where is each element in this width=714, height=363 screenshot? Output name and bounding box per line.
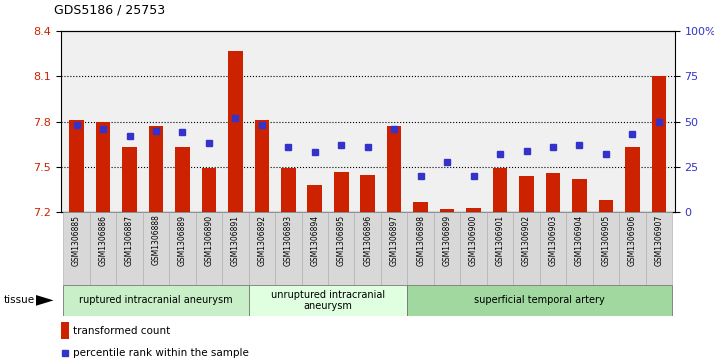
Text: GSM1306901: GSM1306901 bbox=[496, 215, 505, 266]
Bar bbox=[566, 212, 593, 285]
Text: GSM1306889: GSM1306889 bbox=[178, 215, 187, 265]
Bar bbox=[69, 120, 84, 212]
Text: GSM1306902: GSM1306902 bbox=[522, 215, 531, 266]
Bar bbox=[619, 212, 645, 285]
Bar bbox=[143, 212, 169, 285]
Bar bbox=[122, 147, 137, 212]
Text: ruptured intracranial aneurysm: ruptured intracranial aneurysm bbox=[79, 295, 233, 305]
Bar bbox=[196, 212, 222, 285]
Text: GSM1306887: GSM1306887 bbox=[125, 215, 134, 265]
Text: GSM1306899: GSM1306899 bbox=[443, 215, 452, 266]
Bar bbox=[625, 147, 640, 212]
Bar bbox=[513, 212, 540, 285]
Bar bbox=[334, 172, 348, 212]
Bar bbox=[255, 120, 269, 212]
Text: GSM1306903: GSM1306903 bbox=[548, 215, 558, 266]
Text: GSM1306886: GSM1306886 bbox=[99, 215, 108, 265]
Bar bbox=[90, 212, 116, 285]
Text: transformed count: transformed count bbox=[74, 326, 171, 336]
Bar bbox=[64, 212, 90, 285]
Bar bbox=[175, 147, 190, 212]
Bar bbox=[248, 285, 408, 316]
Text: GSM1306892: GSM1306892 bbox=[257, 215, 266, 265]
Bar bbox=[301, 212, 328, 285]
Bar bbox=[545, 173, 560, 212]
Text: tissue: tissue bbox=[4, 295, 35, 305]
Bar bbox=[248, 212, 275, 285]
Bar bbox=[652, 76, 666, 212]
Bar bbox=[149, 126, 164, 212]
Bar bbox=[519, 176, 534, 212]
Bar bbox=[228, 50, 243, 212]
Bar bbox=[281, 168, 296, 212]
Bar bbox=[434, 212, 461, 285]
Text: GSM1306900: GSM1306900 bbox=[469, 215, 478, 266]
Bar bbox=[308, 185, 322, 212]
Bar bbox=[96, 122, 111, 212]
Bar bbox=[461, 212, 487, 285]
Text: GSM1306898: GSM1306898 bbox=[416, 215, 425, 265]
Text: GDS5186 / 25753: GDS5186 / 25753 bbox=[54, 3, 165, 16]
Bar bbox=[381, 212, 408, 285]
Bar bbox=[408, 285, 672, 316]
Bar bbox=[361, 175, 375, 212]
Bar bbox=[387, 126, 401, 212]
Text: GSM1306885: GSM1306885 bbox=[72, 215, 81, 265]
Text: GSM1306904: GSM1306904 bbox=[575, 215, 584, 266]
Bar bbox=[169, 212, 196, 285]
Bar bbox=[593, 212, 619, 285]
Bar bbox=[275, 212, 301, 285]
Text: GSM1306905: GSM1306905 bbox=[601, 215, 610, 266]
Bar bbox=[61, 322, 69, 339]
Bar bbox=[645, 212, 672, 285]
Text: GSM1306893: GSM1306893 bbox=[283, 215, 293, 266]
Bar bbox=[354, 212, 381, 285]
Text: superficial temporal artery: superficial temporal artery bbox=[474, 295, 605, 305]
Bar bbox=[466, 208, 481, 212]
Text: GSM1306907: GSM1306907 bbox=[654, 215, 663, 266]
Bar bbox=[493, 168, 508, 212]
Polygon shape bbox=[36, 295, 54, 306]
Bar bbox=[413, 202, 428, 212]
Text: GSM1306906: GSM1306906 bbox=[628, 215, 637, 266]
Bar bbox=[598, 200, 613, 212]
Bar bbox=[440, 209, 454, 212]
Bar bbox=[64, 285, 248, 316]
Text: GSM1306894: GSM1306894 bbox=[311, 215, 319, 266]
Text: GSM1306896: GSM1306896 bbox=[363, 215, 372, 266]
Text: percentile rank within the sample: percentile rank within the sample bbox=[74, 348, 249, 358]
Bar bbox=[572, 179, 587, 212]
Bar bbox=[328, 212, 354, 285]
Bar bbox=[540, 212, 566, 285]
Text: GSM1306888: GSM1306888 bbox=[151, 215, 161, 265]
Bar bbox=[201, 168, 216, 212]
Text: GSM1306897: GSM1306897 bbox=[390, 215, 398, 266]
Bar bbox=[408, 212, 434, 285]
Text: unruptured intracranial
aneurysm: unruptured intracranial aneurysm bbox=[271, 290, 385, 311]
Text: GSM1306895: GSM1306895 bbox=[337, 215, 346, 266]
Bar bbox=[222, 212, 248, 285]
Bar bbox=[116, 212, 143, 285]
Text: GSM1306891: GSM1306891 bbox=[231, 215, 240, 265]
Text: GSM1306890: GSM1306890 bbox=[204, 215, 213, 266]
Bar bbox=[487, 212, 513, 285]
